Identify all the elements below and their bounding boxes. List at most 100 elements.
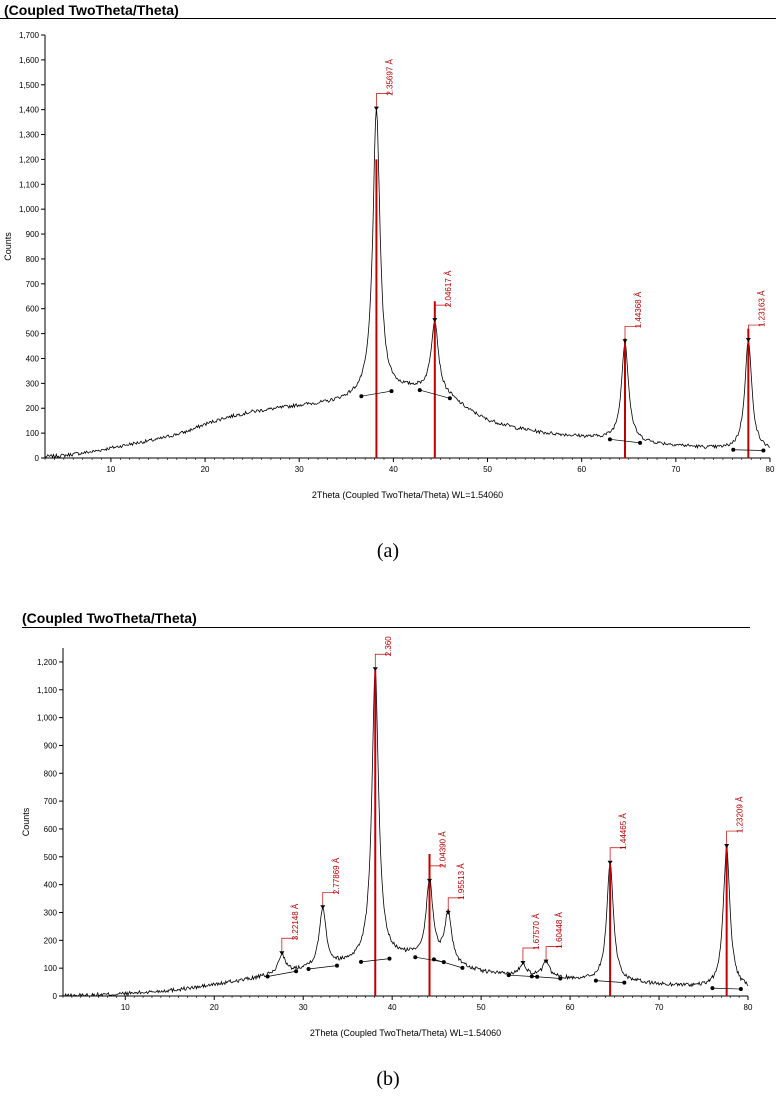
peak-apex-marker [427, 878, 433, 883]
x-tick-label: 50 [483, 465, 492, 474]
x-tick-label: 30 [295, 465, 304, 474]
chart-b-title-rule [22, 627, 750, 628]
y-tick-label: 1,600 [19, 56, 40, 65]
y-tick-label: 400 [26, 354, 40, 363]
peak-label: 3.22148 Å [291, 903, 300, 940]
peak-baseline-marker [593, 978, 598, 983]
y-tick-label: 1,400 [19, 106, 40, 115]
chart-a: 0 100 200 300 400 500 600 700 800 900 1,000 1,100 1,… [3, 31, 775, 500]
peak-baseline-marker [335, 963, 339, 968]
peak-leader [522, 947, 538, 961]
x-tick-label: 40 [388, 1003, 397, 1012]
peak-leader [545, 946, 562, 960]
peak-leader [322, 891, 338, 906]
peak-baseline [415, 956, 444, 963]
peak-baseline [531, 976, 561, 979]
caption-b: (b) [376, 1068, 400, 1090]
peak-apex-marker [724, 844, 730, 849]
x-axis-title: 2Theta (Coupled TwoTheta/Theta) WL=1.540… [310, 1028, 501, 1038]
peak-apex-marker [445, 910, 451, 915]
peak-baseline-marker [731, 447, 736, 452]
y-tick-label: 800 [44, 769, 58, 778]
peak-leader [624, 325, 640, 340]
diffraction-curve [44, 107, 771, 460]
peak-baseline-marker [413, 955, 418, 960]
peak-leader [434, 304, 450, 319]
chart-b-title: (Coupled TwoTheta/Theta) [22, 610, 197, 626]
peak-baseline-marker [506, 973, 511, 978]
x-tick-label: 10 [121, 1003, 130, 1012]
peak-apex-marker [432, 318, 438, 323]
y-tick-label: 500 [44, 853, 58, 862]
y-tick-label: 400 [44, 881, 58, 890]
peak-baseline-marker [558, 976, 563, 981]
y-axis-title: Counts [21, 807, 31, 836]
x-tick-label: 20 [210, 1003, 219, 1012]
x-tick-label: 70 [671, 465, 680, 474]
y-axis-title: Counts [3, 232, 13, 261]
peak-leader [609, 847, 626, 861]
y-tick-label: 100 [44, 964, 58, 973]
peak-leader [281, 937, 297, 952]
peak-baseline [419, 389, 450, 399]
y-tick-label: 1,100 [19, 180, 40, 189]
peak-apex-marker [373, 106, 379, 111]
peak-label: 2.04390 Å [439, 831, 448, 868]
peak-baseline-marker [359, 394, 364, 399]
x-tick-label: 20 [201, 465, 210, 474]
peak-baseline [733, 449, 764, 451]
x-tick-label: 70 [655, 1003, 664, 1012]
y-tick-label: 0 [53, 992, 58, 1001]
diffraction-curve [62, 669, 749, 997]
y-tick-label: 1,000 [37, 714, 58, 723]
x-axis-title: 2Theta (Coupled TwoTheta/Theta) WL=1.540… [312, 490, 503, 500]
peak-baseline [595, 980, 625, 983]
chart-a-title-rule [0, 18, 776, 19]
peak-baseline-marker [460, 965, 465, 970]
x-tick-label: 80 [744, 1003, 753, 1012]
peak-baseline-marker [447, 396, 452, 401]
peak-baseline-marker [294, 969, 299, 974]
peak-baseline-marker [417, 388, 422, 393]
peak-apex-marker [372, 667, 378, 672]
y-tick-label: 300 [26, 379, 40, 388]
peak-leader [747, 324, 764, 339]
x-tick-label: 10 [106, 465, 115, 474]
chart-b: 0 100 200 300 400 500 600 700 800 900 1,000 1,100 1,… [21, 636, 753, 1038]
y-tick-label: 0 [35, 454, 40, 463]
y-tick-label: 700 [44, 797, 58, 806]
x-tick-label: 40 [389, 465, 398, 474]
peak-baseline-marker [359, 959, 364, 964]
x-tick-label: 60 [577, 465, 586, 474]
x-tick-label: 30 [299, 1003, 308, 1012]
chart-a-title: (Coupled TwoTheta/Theta) [4, 2, 179, 18]
y-tick-label: 1,500 [19, 81, 40, 90]
y-tick-label: 900 [44, 741, 58, 750]
peak-baseline [361, 390, 392, 397]
peak-label: 1.23163 Å [757, 290, 766, 327]
peak-label: 1.95513 Å [457, 863, 466, 900]
peak-baseline-marker [738, 987, 743, 992]
peak-label: 1.67570 Å [532, 913, 541, 950]
y-tick-label: 1,700 [19, 31, 40, 40]
peak-baseline [712, 987, 741, 990]
peak-apex-marker [607, 860, 613, 865]
peak-baseline-marker [761, 448, 766, 453]
y-tick-label: 200 [44, 936, 58, 945]
peak-baseline [360, 958, 390, 963]
peak-baseline-marker [710, 986, 715, 991]
y-tick-label: 500 [26, 330, 40, 339]
y-tick-label: 600 [26, 305, 40, 314]
peak-baseline-marker [622, 980, 627, 985]
peak-apex-marker [320, 905, 326, 910]
x-tick-label: 60 [566, 1003, 575, 1012]
peak-apex-marker [622, 339, 628, 344]
peak-apex-marker [745, 338, 751, 343]
x-tick-label: 80 [766, 465, 775, 474]
y-tick-label: 200 [26, 404, 40, 413]
peak-baseline-marker [431, 957, 436, 962]
peak-apex-marker [543, 959, 549, 964]
peak-baseline-marker [529, 974, 534, 979]
peak-label: 1.60448 Å [555, 911, 564, 948]
peak-label: 1.23209 Å [736, 796, 745, 833]
